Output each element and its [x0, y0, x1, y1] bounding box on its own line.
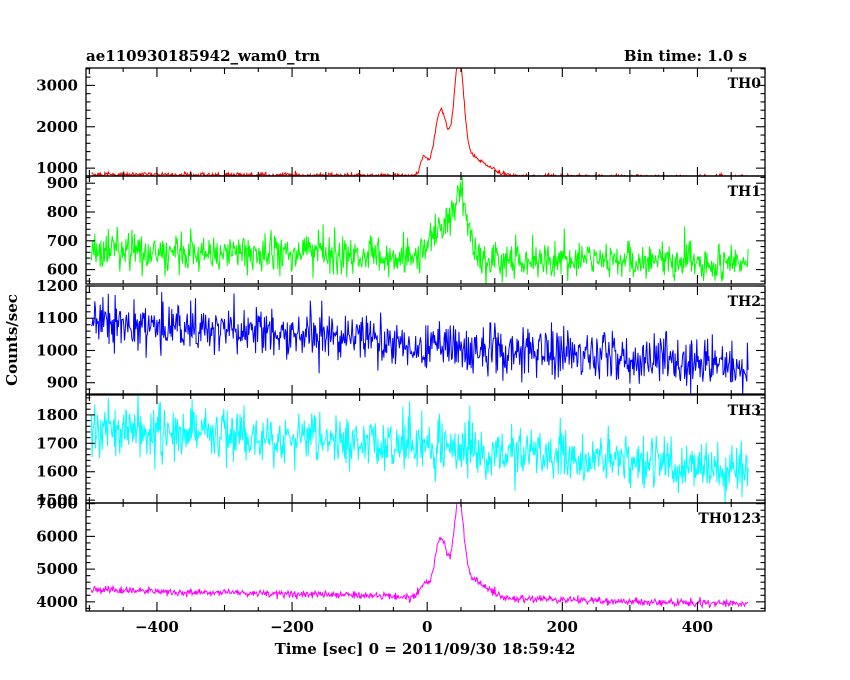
- y-tick-label: 5000: [36, 560, 78, 578]
- panel-frame: [85, 67, 766, 177]
- panel-th1: 600 700 800 900 TH1: [47, 174, 766, 285]
- panel-th0123: 4000 5000 6000 7000 TH0123: [36, 495, 766, 612]
- chart-title: ae110930185942_wam0_trn: [86, 47, 320, 65]
- y-tick-label: 6000: [36, 527, 78, 545]
- panel-label-th3: TH3: [728, 403, 761, 419]
- x-tick-label: −400: [135, 618, 179, 636]
- series-line-th3: [90, 395, 749, 503]
- panel-th0: 1000 2000 3000 TH0: [36, 67, 766, 177]
- series-line-th0123: [90, 503, 749, 609]
- y-tick-label: 1000: [36, 341, 78, 359]
- x-tick-label: −200: [270, 618, 314, 636]
- x-tick-label: 200: [547, 618, 578, 636]
- series-line-th0: [91, 68, 749, 176]
- bin-time-label: Bin time: 1.0 s: [624, 47, 747, 65]
- y-tick-label: 1700: [36, 434, 78, 452]
- y-tick-label: 1500: [36, 491, 78, 509]
- y-tick-label: 1000: [36, 159, 78, 177]
- y-tick-label: 900: [47, 174, 78, 192]
- x-tick-label: 0: [422, 618, 432, 636]
- panel-th3: 1500 1600 1700 1800 TH3: [36, 394, 766, 509]
- y-tick-label: 1800: [36, 406, 78, 424]
- y-tick-label: 700: [47, 232, 78, 250]
- y-tick-label: 800: [47, 203, 78, 221]
- series-line-th2: [91, 292, 749, 394]
- y-tick-label: 2000: [36, 118, 78, 136]
- y-tick-label: 7000: [36, 495, 78, 513]
- y-tick-label: 900: [47, 374, 78, 392]
- panel-label-th2: TH2: [728, 294, 761, 310]
- panel-label-th0123: TH0123: [698, 511, 761, 527]
- y-tick-label: 1200: [36, 277, 78, 295]
- y-tick-label: 3000: [36, 76, 78, 94]
- series-line-th1: [90, 177, 749, 284]
- y-tick-label: 1100: [36, 309, 78, 327]
- y-tick-label: 4000: [36, 593, 78, 611]
- x-axis-label: Time [sec] 0 = 2011/09/30 18:59:42: [275, 640, 576, 658]
- x-tick-label: 400: [682, 618, 713, 636]
- panel-label-th1: TH1: [728, 184, 761, 200]
- y-tick-label: 600: [47, 261, 78, 279]
- panel-th2: 900 1000 1100 1200 TH2: [36, 277, 766, 395]
- panel-frame: [85, 175, 766, 285]
- y-tick-label: 1600: [36, 463, 78, 481]
- y-axis-label: Counts/sec: [3, 294, 21, 386]
- panel-frame: [85, 502, 766, 612]
- panel-label-th0: TH0: [728, 76, 762, 92]
- panel-frame: [85, 285, 766, 395]
